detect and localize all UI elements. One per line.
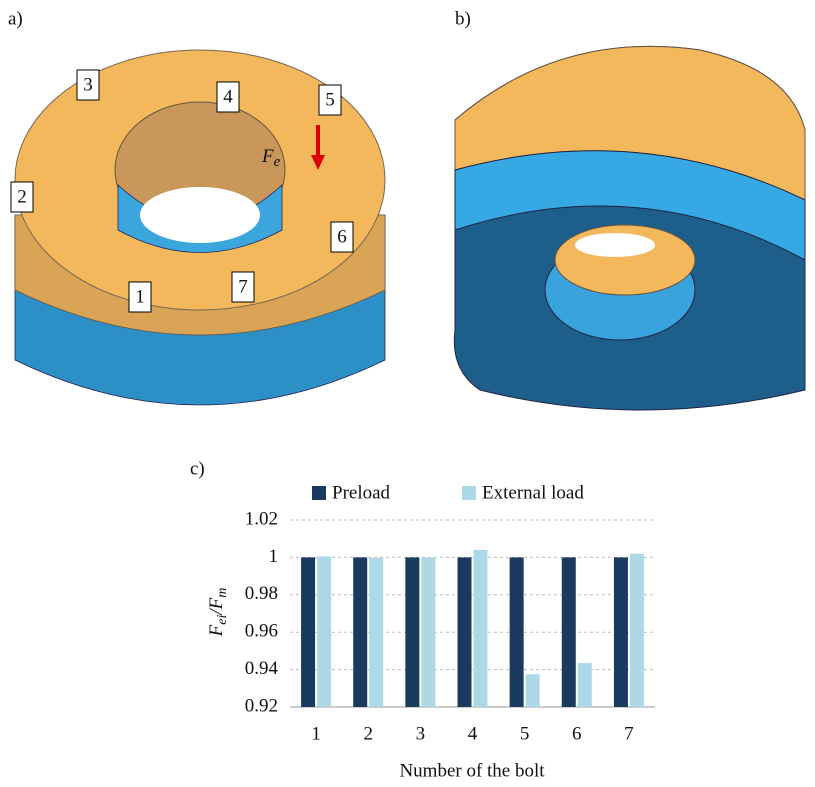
x-axis-title: Number of the bolt [399, 760, 545, 781]
bar [578, 663, 592, 707]
figure: 1 2 3 4 5 6 7 Fe a) b) c) Number of the bolt F… [0, 0, 815, 787]
legend-swatch [462, 486, 476, 500]
y-tick-label: 0.92 [245, 695, 278, 716]
y-axis-title-part: /F [206, 597, 227, 615]
bolt-number: 4 [223, 86, 233, 107]
legend-swatch [312, 486, 326, 500]
bar [474, 550, 488, 707]
bar [353, 557, 367, 707]
x-tick-label: 6 [572, 723, 582, 744]
bar [510, 557, 524, 707]
panel-label: b) [455, 8, 471, 29]
bar [614, 557, 628, 707]
bar [405, 557, 419, 707]
y-axis-title: Fei/Fm [206, 588, 230, 638]
x-tick-label: 1 [311, 723, 321, 744]
bar [562, 557, 576, 707]
y-axis-title-part: F [206, 624, 227, 637]
bolt-number: 1 [135, 286, 145, 307]
bar [369, 558, 383, 707]
bar [458, 557, 472, 707]
bar [421, 557, 435, 707]
x-tick-label: 4 [468, 723, 478, 744]
y-tick-label: 0.98 [245, 583, 278, 604]
bar [317, 556, 331, 707]
force-subscript: e [274, 154, 281, 170]
bar [526, 674, 540, 707]
bolt-number: 3 [83, 74, 93, 95]
bar [630, 554, 644, 707]
x-tick-label: 3 [416, 723, 426, 744]
bar [301, 557, 315, 707]
panel-label: a) [8, 8, 23, 29]
model-b [454, 46, 805, 410]
bolt-number: 2 [17, 186, 27, 207]
bolt-number: 7 [238, 276, 248, 297]
page: 1 2 3 4 5 6 7 Fe a) b) c) Number of the bolt F… [0, 0, 815, 787]
bolt-number: 6 [337, 226, 347, 247]
panel-label: c) [190, 458, 205, 479]
bolt-number: 5 [325, 89, 335, 110]
y-tick-label: 0.96 [245, 621, 278, 642]
y-axis-title-sub: ei [215, 615, 230, 625]
force-symbol: F [261, 146, 274, 167]
y-tick-label: 0.94 [245, 658, 279, 679]
y-tick-label: 1.02 [245, 508, 278, 529]
x-tick-label: 7 [624, 723, 634, 744]
bar-chart: 0.92 0.94 0.96 0.98 1 1.02 1 2 3 4 5 6 7 Preload Exter… [245, 482, 655, 744]
x-tick-label: 2 [363, 723, 373, 744]
y-axis-title-sub: m [215, 588, 230, 598]
x-tick-label: 5 [520, 723, 530, 744]
y-tick-label: 1 [269, 546, 279, 567]
legend-label: Preload [332, 482, 391, 503]
legend-label: External load [482, 482, 584, 503]
